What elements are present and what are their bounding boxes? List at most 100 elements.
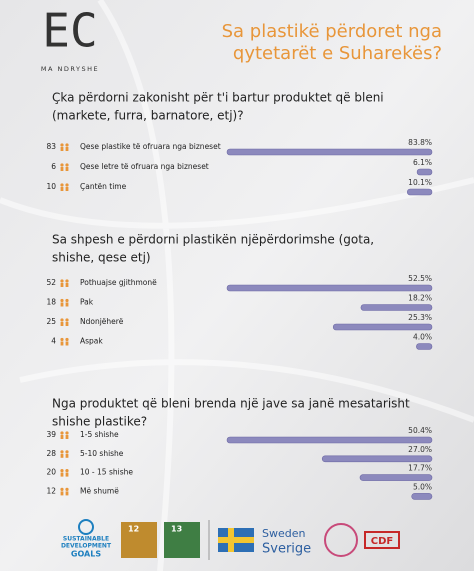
count: 25 [46,317,56,326]
bar [226,284,433,292]
cdf: CDF [371,536,393,547]
value-label: 83.8% [408,138,432,147]
sdg-12-icon [121,522,157,558]
bar [411,493,433,500]
person-icon [60,183,64,187]
count: 28 [46,449,56,458]
person-icon [60,298,64,303]
person-icon [60,279,64,283]
bar [332,323,433,331]
value-label: 50.4% [408,426,432,435]
person-icon [65,163,69,167]
footer: SUSTAINABLE DEVELOPMENT GOALS 12 13 Swed… [61,519,400,560]
item-label: 10 - 15 shishe [80,468,133,477]
count: 52 [46,278,56,287]
value-label: 27.0% [408,445,432,454]
person-icon [60,283,64,287]
item-label: 5-10 shishe [80,449,124,458]
count: 10 [46,182,56,191]
flag-cross [218,537,254,543]
value-label: 4.0% [413,333,432,342]
person-icon [65,183,69,187]
item-label: Më shumë [80,486,119,495]
value-label: 6.1% [413,158,432,167]
person-icon [65,472,69,477]
person-icon [60,491,64,496]
un-icon [78,519,94,535]
value-label: 18.2% [408,294,432,303]
bar [406,188,433,196]
person-icon [60,302,64,307]
person-icon [60,472,64,477]
person-icon [60,337,64,342]
value-label: 52.5% [408,274,432,283]
bar [226,436,433,444]
person-icon [65,341,69,346]
person-icon [65,283,69,287]
value-label: 5.0% [413,482,432,491]
person-icon [65,322,69,326]
person-icon [60,187,64,191]
question: shishe plastike? [52,415,147,429]
person-icon [65,302,69,307]
person-icon [60,487,64,491]
person-icon [65,491,69,496]
logo-sub: MA NDRYSHE [41,65,99,73]
item-label: Pak [80,298,94,307]
item-label: Aspak [80,337,103,346]
partner-logo [324,523,358,557]
person-icon [65,453,69,458]
person-icon [65,279,69,283]
person-icon [65,469,69,473]
value-label: 10.1% [408,178,432,187]
bar [226,148,433,156]
question: Çka përdorni zakonisht për t'i bartur pr… [52,91,384,105]
question: shishe, qese etj) [52,251,151,265]
item-label: Qese plastike të ofruara nga bizneset [80,142,221,151]
cdf-box [364,531,400,549]
person-icon [60,318,64,322]
person-icon [60,469,64,473]
bar [360,304,433,311]
count: 4 [51,337,56,346]
item-label: Qese letre të ofruara nga bizneset [80,162,209,171]
person-icon [65,143,69,147]
question: Nga produktet që bleni brenda një jave s… [52,397,410,411]
value-label: 17.7% [408,464,432,473]
person-icon [65,487,69,491]
item-label: Pothuajse gjithmonë [80,278,157,287]
count: 12 [46,486,56,495]
person-icon [65,298,69,303]
count: 83 [46,142,56,151]
person-icon [65,435,69,439]
person-icon [60,450,64,454]
sdg-text: GOALS [71,550,101,559]
sdg-13-icon [164,522,200,558]
bar [416,168,433,176]
item-label: Çantën time [80,182,127,191]
item-label: Ndonjëherë [80,317,124,326]
person-icon [65,167,69,171]
sweden: Sweden [262,527,305,540]
logo: EC [42,4,97,58]
title: qytetarët e Suharekës? [233,43,442,64]
person-icon [60,453,64,458]
person-icon [60,143,64,147]
person-icon [60,167,64,171]
bar [321,455,433,463]
sdg-number: 12 [128,525,139,534]
bar [416,343,433,350]
person-icon [65,431,69,435]
person-icon [60,435,64,439]
count: 20 [46,468,56,477]
title: Sa plastikë përdoret nga [222,21,442,42]
sverige: Sverige [262,542,311,557]
person-icon [60,431,64,435]
person-icon [65,450,69,454]
count: 39 [46,430,56,439]
count: 6 [51,162,56,171]
person-icon [60,341,64,346]
person-icon [60,322,64,326]
person-icon [65,187,69,191]
